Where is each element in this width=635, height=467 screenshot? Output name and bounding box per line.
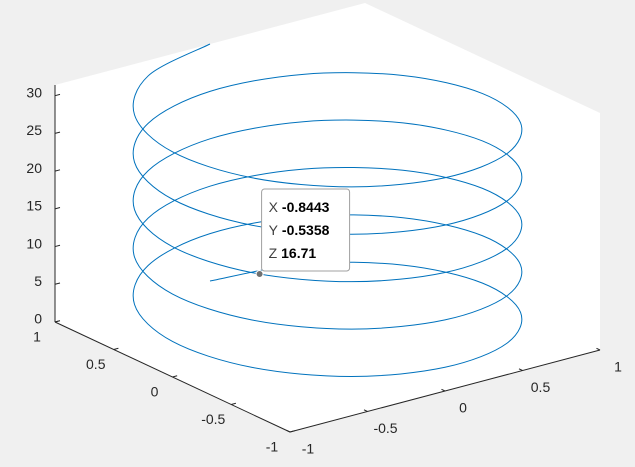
z-tick-label: 10 bbox=[26, 235, 42, 251]
y-tick bbox=[172, 375, 178, 378]
data-tip-box bbox=[261, 188, 351, 272]
x-tick bbox=[286, 429, 291, 433]
data-tip-row: Y -0.5358 bbox=[269, 222, 330, 238]
x-tick-label: -1 bbox=[302, 441, 315, 457]
x-tick bbox=[596, 347, 601, 351]
y-tick bbox=[231, 402, 237, 405]
y-tick-label: -1 bbox=[266, 439, 279, 455]
z-tick-label: 30 bbox=[26, 84, 42, 100]
y-tick-label: 0 bbox=[151, 384, 159, 400]
x-tick bbox=[518, 368, 523, 371]
z-tick bbox=[54, 282, 61, 285]
y-tick-label: 0.5 bbox=[86, 356, 106, 372]
x-tick-label: 0.5 bbox=[531, 379, 551, 395]
z-tick-label: 15 bbox=[26, 198, 42, 214]
z-tick bbox=[54, 169, 61, 172]
data-tip-marker bbox=[255, 270, 264, 279]
z-tick-label: 20 bbox=[26, 160, 42, 176]
data-tip-label: Y bbox=[269, 222, 279, 238]
x-tick bbox=[363, 409, 368, 412]
data-tip-label: X bbox=[269, 199, 279, 215]
y-tick-label: 1 bbox=[33, 329, 41, 345]
z-tick bbox=[54, 207, 61, 210]
z-tick bbox=[54, 320, 61, 323]
data-tip-row: X -0.8443 bbox=[269, 199, 330, 215]
x-tick bbox=[441, 388, 446, 392]
y-tick bbox=[113, 347, 119, 350]
z-tick bbox=[54, 244, 61, 248]
helix-line bbox=[132, 43, 523, 377]
z-tick-label: 0 bbox=[34, 311, 42, 327]
y-tick bbox=[289, 430, 295, 433]
z-tick bbox=[54, 93, 61, 97]
x-tick-label: 0 bbox=[459, 400, 467, 416]
data-tip-value: -0.5358 bbox=[282, 222, 330, 238]
data-tip-row: Z 16.71 bbox=[269, 245, 317, 261]
z-tick bbox=[54, 131, 61, 134]
data-tip-label: Z bbox=[269, 245, 278, 261]
x-tick-label: -0.5 bbox=[373, 420, 397, 436]
data-tip-value: -0.8443 bbox=[282, 199, 330, 215]
data-tip-value: 16.71 bbox=[281, 245, 316, 261]
y-tick-label: -0.5 bbox=[201, 411, 225, 427]
z-tick-label: 25 bbox=[26, 122, 42, 138]
z-tick-label: 5 bbox=[34, 273, 42, 289]
x-tick-label: 1 bbox=[614, 359, 622, 375]
